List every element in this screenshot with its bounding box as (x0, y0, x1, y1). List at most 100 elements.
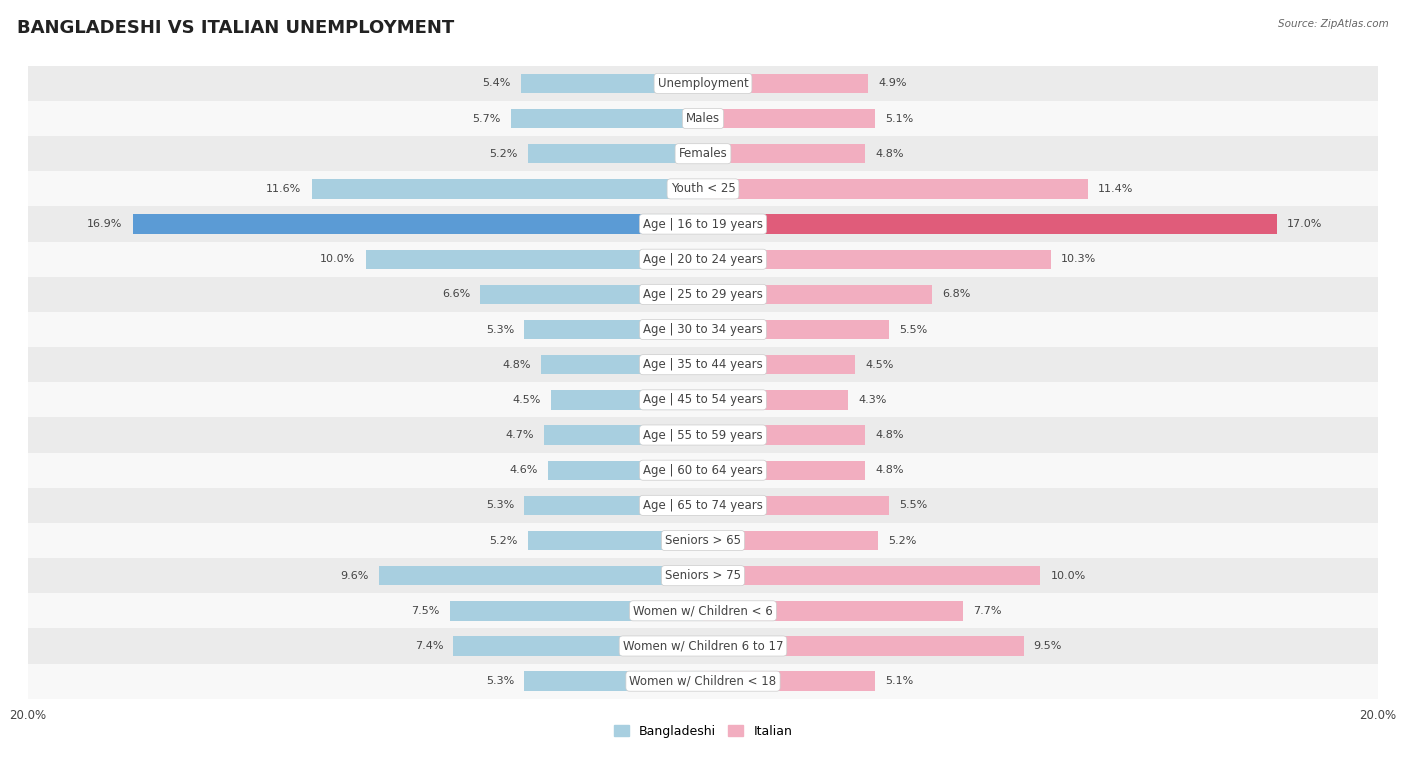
Text: Women w/ Children 6 to 17: Women w/ Children 6 to 17 (623, 640, 783, 653)
Bar (312, 179, 703, 198)
Text: 5.3%: 5.3% (486, 500, 515, 510)
Text: 5.1%: 5.1% (886, 114, 914, 123)
Text: 6.6%: 6.6% (441, 289, 470, 299)
Bar (703, 214, 1277, 234)
Text: 9.5%: 9.5% (1033, 641, 1062, 651)
Bar (28, 628, 1378, 664)
Text: Age | 55 to 59 years: Age | 55 to 59 years (643, 428, 763, 441)
Text: 10.0%: 10.0% (321, 254, 356, 264)
Text: 4.9%: 4.9% (879, 79, 907, 89)
Bar (541, 355, 703, 375)
Bar (28, 171, 1378, 207)
Bar (453, 637, 703, 656)
Text: 4.8%: 4.8% (875, 430, 904, 440)
Text: Seniors > 65: Seniors > 65 (665, 534, 741, 547)
Bar (28, 347, 1378, 382)
Text: Age | 65 to 74 years: Age | 65 to 74 years (643, 499, 763, 512)
Text: Females: Females (679, 148, 727, 160)
Text: Source: ZipAtlas.com: Source: ZipAtlas.com (1278, 19, 1389, 29)
Bar (703, 531, 879, 550)
Bar (28, 488, 1378, 523)
Bar (132, 214, 703, 234)
Text: 5.1%: 5.1% (886, 676, 914, 686)
Text: Age | 35 to 44 years: Age | 35 to 44 years (643, 358, 763, 371)
Text: Age | 20 to 24 years: Age | 20 to 24 years (643, 253, 763, 266)
Bar (380, 566, 703, 585)
Bar (527, 144, 703, 164)
Bar (450, 601, 703, 621)
Text: 5.7%: 5.7% (472, 114, 501, 123)
Bar (28, 66, 1378, 101)
Text: Women w/ Children < 6: Women w/ Children < 6 (633, 604, 773, 617)
Bar (28, 101, 1378, 136)
Text: 4.6%: 4.6% (509, 466, 537, 475)
Bar (703, 179, 1088, 198)
Bar (524, 496, 703, 515)
Bar (524, 671, 703, 691)
Bar (28, 664, 1378, 699)
Text: 11.6%: 11.6% (266, 184, 301, 194)
Text: Males: Males (686, 112, 720, 125)
Text: 7.4%: 7.4% (415, 641, 443, 651)
Bar (527, 531, 703, 550)
Bar (703, 355, 855, 375)
Bar (524, 320, 703, 339)
Text: Age | 25 to 29 years: Age | 25 to 29 years (643, 288, 763, 301)
Text: 4.8%: 4.8% (875, 148, 904, 159)
Text: 5.5%: 5.5% (898, 325, 927, 335)
Text: 5.2%: 5.2% (889, 535, 917, 546)
Text: 4.7%: 4.7% (506, 430, 534, 440)
Bar (28, 136, 1378, 171)
Bar (28, 207, 1378, 241)
Text: Unemployment: Unemployment (658, 77, 748, 90)
Text: Age | 30 to 34 years: Age | 30 to 34 years (643, 323, 763, 336)
Text: Youth < 25: Youth < 25 (671, 182, 735, 195)
Text: Age | 60 to 64 years: Age | 60 to 64 years (643, 464, 763, 477)
Bar (703, 425, 865, 444)
Text: 6.8%: 6.8% (942, 289, 972, 299)
Text: 5.3%: 5.3% (486, 676, 515, 686)
Bar (703, 496, 889, 515)
Bar (520, 73, 703, 93)
Text: 5.4%: 5.4% (482, 79, 510, 89)
Text: 17.0%: 17.0% (1286, 219, 1322, 229)
Bar (703, 144, 865, 164)
Bar (703, 460, 865, 480)
Text: 4.8%: 4.8% (875, 466, 904, 475)
Text: 5.2%: 5.2% (489, 535, 517, 546)
Text: 10.3%: 10.3% (1060, 254, 1095, 264)
Text: 4.5%: 4.5% (513, 395, 541, 405)
Text: 7.7%: 7.7% (973, 606, 1001, 616)
Text: 5.3%: 5.3% (486, 325, 515, 335)
Bar (28, 312, 1378, 347)
Text: 5.5%: 5.5% (898, 500, 927, 510)
Text: Women w/ Children < 18: Women w/ Children < 18 (630, 674, 776, 687)
Legend: Bangladeshi, Italian: Bangladeshi, Italian (609, 720, 797, 743)
Bar (703, 637, 1024, 656)
Text: 4.8%: 4.8% (502, 360, 531, 369)
Bar (28, 593, 1378, 628)
Bar (703, 566, 1040, 585)
Text: 7.5%: 7.5% (412, 606, 440, 616)
Bar (703, 320, 889, 339)
Text: Seniors > 75: Seniors > 75 (665, 569, 741, 582)
Bar (703, 73, 869, 93)
Bar (544, 425, 703, 444)
Text: 4.5%: 4.5% (865, 360, 893, 369)
Text: 11.4%: 11.4% (1098, 184, 1133, 194)
Text: Age | 45 to 54 years: Age | 45 to 54 years (643, 394, 763, 407)
Bar (28, 277, 1378, 312)
Bar (366, 250, 703, 269)
Text: BANGLADESHI VS ITALIAN UNEMPLOYMENT: BANGLADESHI VS ITALIAN UNEMPLOYMENT (17, 19, 454, 37)
Bar (510, 109, 703, 128)
Bar (548, 460, 703, 480)
Bar (703, 671, 875, 691)
Bar (28, 417, 1378, 453)
Bar (28, 558, 1378, 593)
Bar (28, 241, 1378, 277)
Bar (703, 109, 875, 128)
Text: 4.3%: 4.3% (858, 395, 887, 405)
Bar (703, 601, 963, 621)
Text: 10.0%: 10.0% (1050, 571, 1085, 581)
Bar (28, 382, 1378, 417)
